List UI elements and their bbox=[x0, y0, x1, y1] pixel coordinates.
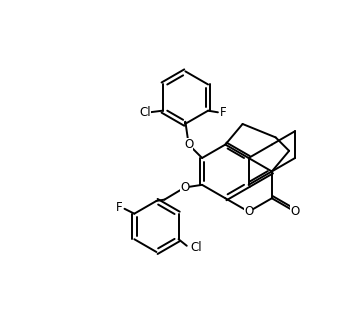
Text: F: F bbox=[220, 106, 227, 119]
Text: O: O bbox=[180, 181, 189, 194]
Text: O: O bbox=[290, 205, 300, 218]
Text: Cl: Cl bbox=[190, 241, 202, 254]
Text: Cl: Cl bbox=[139, 106, 150, 119]
Text: O: O bbox=[244, 205, 253, 218]
Text: F: F bbox=[116, 201, 122, 214]
Text: O: O bbox=[184, 138, 193, 151]
